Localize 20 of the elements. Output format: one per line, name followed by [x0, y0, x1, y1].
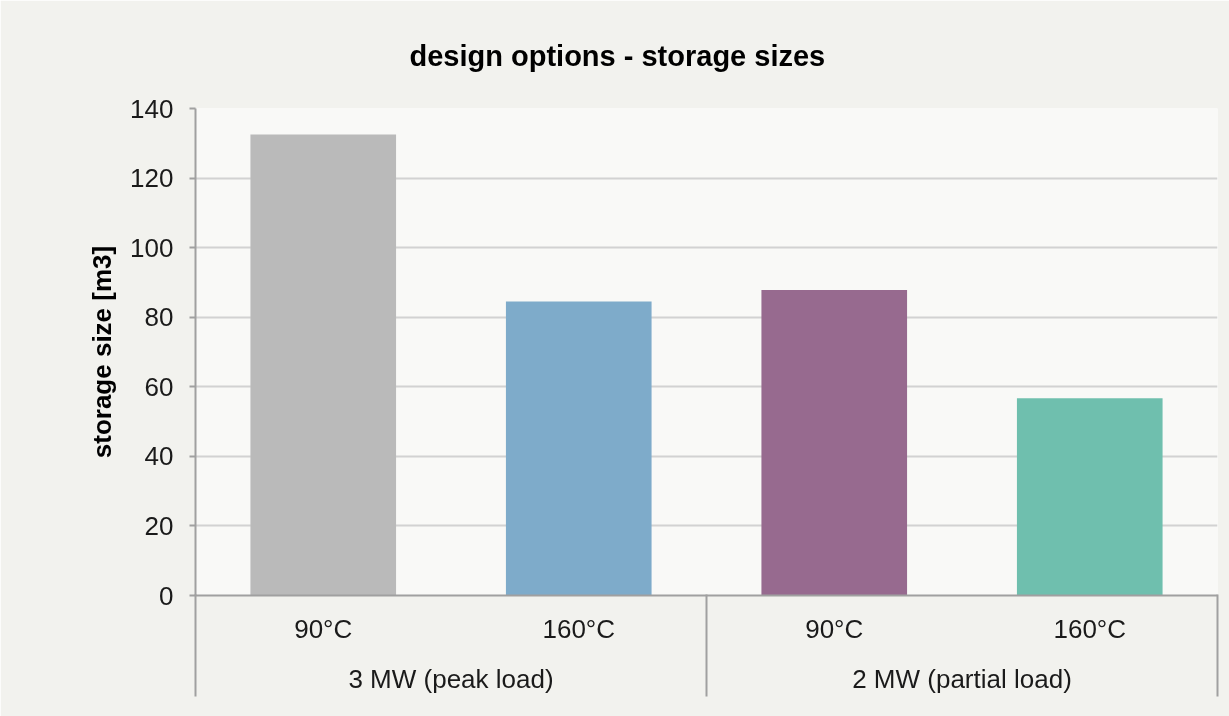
bar — [761, 290, 908, 596]
bar — [1016, 398, 1163, 596]
x-tick-label: 160°C — [1053, 613, 1127, 644]
bar — [505, 301, 652, 596]
y-tick-label: 100 — [130, 232, 174, 263]
y-tick-label: 20 — [144, 510, 174, 541]
text: 3 MW (peak load) — [348, 663, 554, 694]
y-axis-title: storage size [m3] — [87, 245, 118, 459]
y-tick-label: 120 — [130, 163, 174, 194]
x-tick-label: 90°C — [294, 613, 353, 644]
y-tick-label: 0 — [159, 580, 174, 611]
y-tick-label: 40 — [144, 441, 174, 472]
chart-title: design options - storage sizes — [409, 39, 826, 72]
y-tick-label: 80 — [144, 302, 174, 333]
text: 2 MW (partial load) — [852, 663, 1072, 694]
x-tick-label: 160°C — [542, 613, 616, 644]
y-tick-label: 60 — [144, 371, 174, 402]
bar — [250, 134, 397, 596]
y-tick-label: 140 — [130, 93, 174, 124]
x-tick-label: 90°C — [805, 613, 864, 644]
